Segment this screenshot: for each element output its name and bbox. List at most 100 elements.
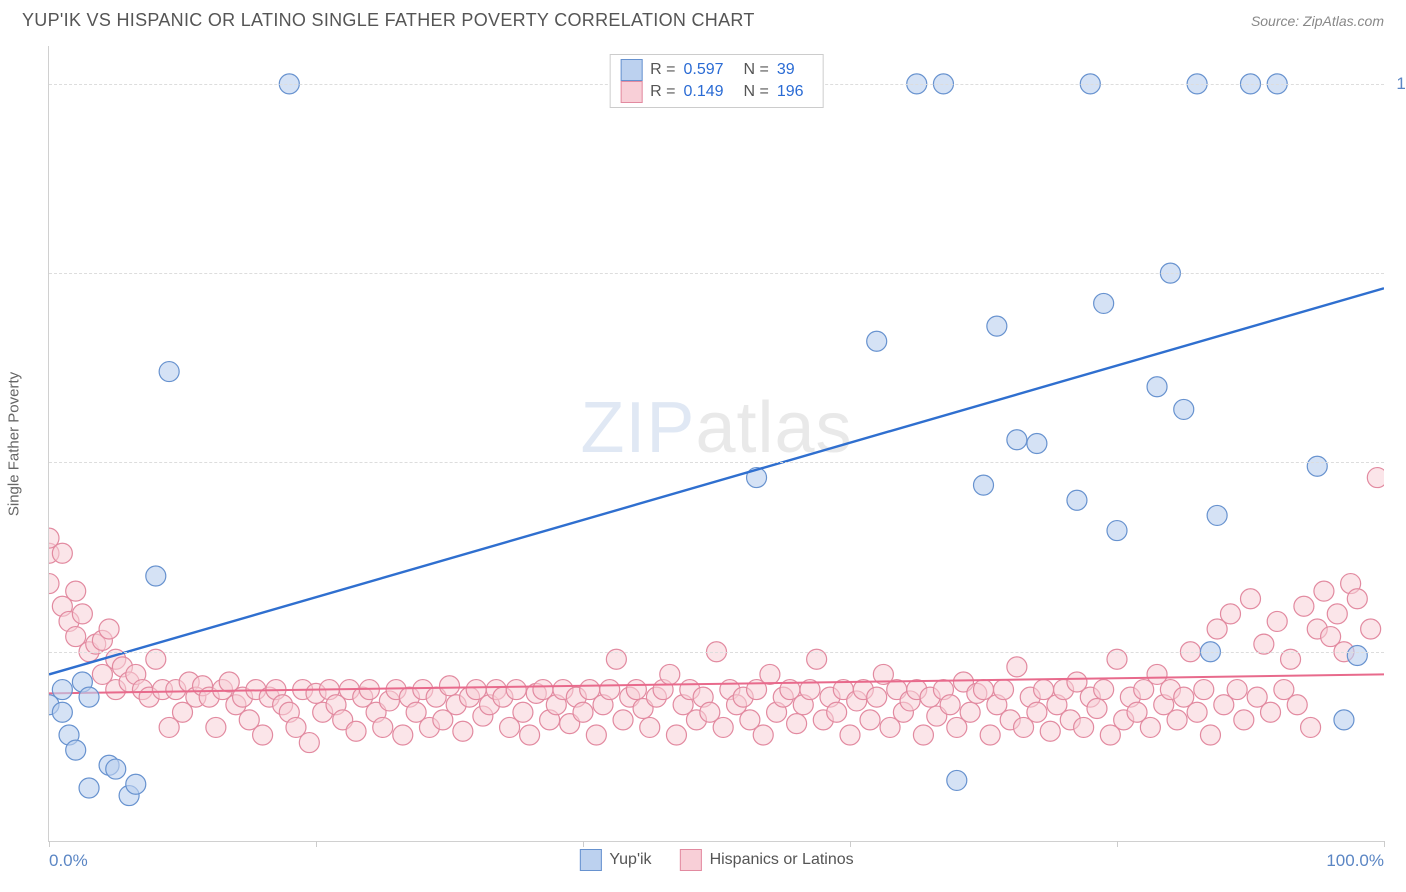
hispanic-point — [1187, 702, 1207, 722]
hispanic-point — [900, 691, 920, 711]
hispanic-point — [279, 702, 299, 722]
hispanic-point — [466, 680, 486, 700]
yupik-point — [947, 770, 967, 790]
hispanic-point — [49, 543, 59, 563]
hispanic-point — [1194, 680, 1214, 700]
hispanic-point — [112, 657, 132, 677]
hispanic-point — [760, 664, 780, 684]
hispanic-point — [1341, 574, 1361, 594]
hispanic-point — [540, 710, 560, 730]
hispanic-point — [953, 672, 973, 692]
hispanic-point — [827, 702, 847, 722]
hispanic-point — [1347, 589, 1367, 609]
hispanic-point — [426, 687, 446, 707]
hispanic-point — [379, 691, 399, 711]
hispanic-point — [273, 695, 293, 715]
hispanic-point — [66, 627, 86, 647]
hispanic-point — [1321, 627, 1341, 647]
hispanic-point — [299, 733, 319, 753]
hispanic-point — [406, 702, 426, 722]
yupik-point — [1147, 377, 1167, 397]
yupik-point — [52, 680, 72, 700]
hispanic-point — [686, 710, 706, 730]
yupik-point — [106, 759, 126, 779]
legend-swatch — [620, 81, 642, 103]
hispanic-point — [693, 687, 713, 707]
hispanic-point — [1120, 687, 1140, 707]
hispanic-point — [727, 695, 747, 715]
hispanic-point — [1261, 702, 1281, 722]
hispanic-point — [994, 680, 1014, 700]
r-label: R = — [650, 83, 675, 101]
hispanic-point — [700, 702, 720, 722]
hispanic-point — [1000, 710, 1020, 730]
chart-container: Single Father Poverty ZIPatlas R =0.597N… — [20, 46, 1384, 842]
hispanic-point — [126, 664, 146, 684]
n-value: 39 — [777, 61, 813, 79]
hispanic-point — [1087, 699, 1107, 719]
x-tick — [316, 841, 317, 847]
hispanic-point — [59, 611, 79, 631]
hispanic-point — [560, 714, 580, 734]
hispanic-point — [49, 574, 59, 594]
hispanic-point — [626, 680, 646, 700]
hispanic-point — [1067, 672, 1087, 692]
hispanic-point — [92, 664, 112, 684]
hispanic-point — [927, 706, 947, 726]
hispanic-point — [253, 725, 273, 745]
hispanic-point — [593, 695, 613, 715]
hispanic-point — [967, 683, 987, 703]
hispanic-point — [853, 680, 873, 700]
hispanic-point — [419, 717, 439, 737]
yupik-point — [146, 566, 166, 586]
hispanic-point — [1080, 687, 1100, 707]
hispanic-point — [526, 683, 546, 703]
yupik-point — [1174, 399, 1194, 419]
hispanic-point — [49, 528, 59, 548]
hispanic-point — [980, 725, 1000, 745]
hispanic-point — [1234, 710, 1254, 730]
hispanic-point — [940, 695, 960, 715]
yupik-point — [99, 755, 119, 775]
hispanic-point — [1220, 604, 1240, 624]
hispanic-point — [753, 725, 773, 745]
hispanic-point — [546, 695, 566, 715]
hispanic-point — [1007, 657, 1027, 677]
hispanic-point — [413, 680, 433, 700]
r-value: 0.597 — [684, 61, 736, 79]
hispanic-point — [266, 680, 286, 700]
yupik-point — [1107, 521, 1127, 541]
hispanic-point — [319, 680, 339, 700]
hispanic-point — [1301, 717, 1321, 737]
hispanic-point — [173, 702, 193, 722]
hispanic-point — [733, 687, 753, 707]
legend-item: Hispanics or Latinos — [680, 849, 854, 871]
gridline — [49, 273, 1384, 274]
hispanic-point — [767, 702, 787, 722]
hispanic-point — [239, 710, 259, 730]
hispanic-point — [333, 710, 353, 730]
hispanic-point — [166, 680, 186, 700]
yupik-point — [1027, 434, 1047, 454]
hispanic-point — [840, 725, 860, 745]
hispanic-point — [680, 680, 700, 700]
hispanic-point — [246, 680, 266, 700]
hispanic-point — [1140, 717, 1160, 737]
hispanic-point — [653, 680, 673, 700]
hispanic-point — [1020, 687, 1040, 707]
hispanic-point — [353, 687, 373, 707]
hispanic-point — [313, 702, 333, 722]
x-tick — [583, 841, 584, 847]
hispanic-point — [613, 710, 633, 730]
hispanic-point — [346, 721, 366, 741]
yupik-trendline — [49, 288, 1384, 674]
watermark: ZIPatlas — [580, 387, 852, 469]
hispanic-point — [193, 676, 213, 696]
hispanic-point — [1361, 619, 1381, 639]
hispanic-point — [1094, 680, 1114, 700]
hispanic-point — [1040, 721, 1060, 741]
hispanic-point — [373, 717, 393, 737]
hispanic-point — [513, 702, 533, 722]
hispanic-point — [433, 710, 453, 730]
series-legend: Yup'ikHispanics or Latinos — [579, 849, 853, 871]
